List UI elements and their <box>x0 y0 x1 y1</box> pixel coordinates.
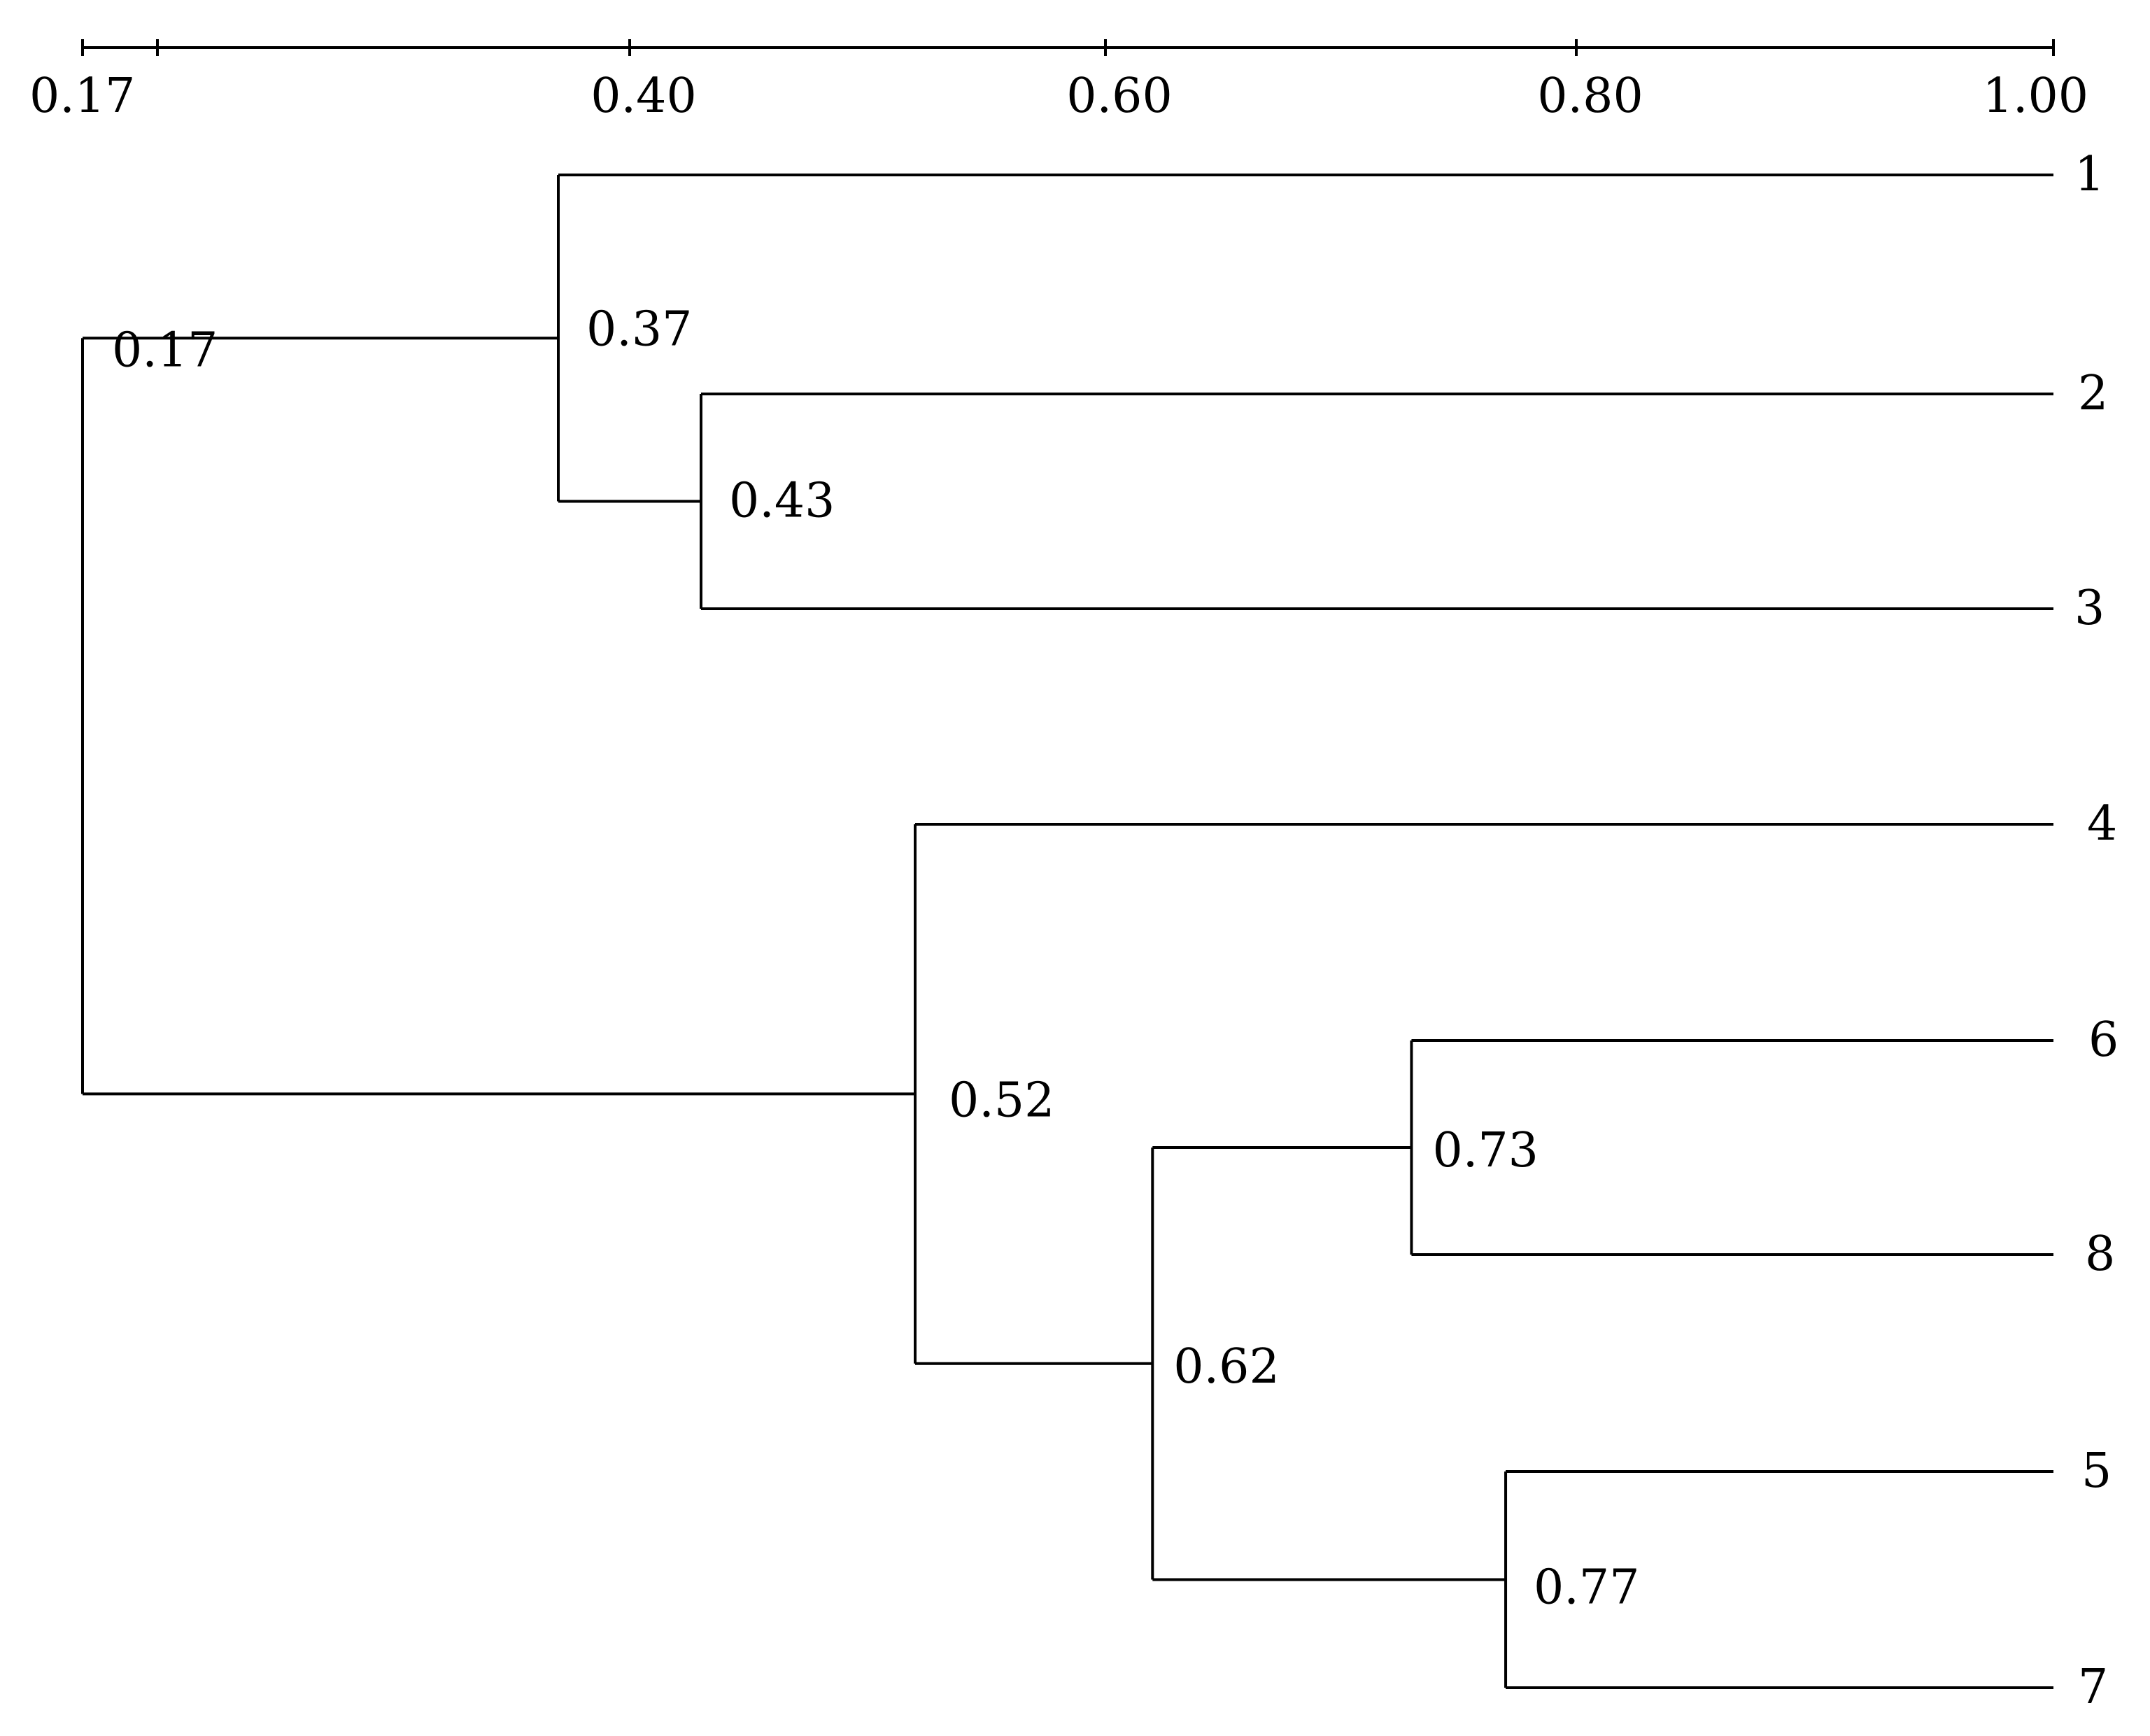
merge-similarity-label: 0.17 <box>112 323 218 378</box>
axis-tick-label: 0.80 <box>1537 69 1643 124</box>
leaf-label-6: 6 <box>2088 1012 2119 1068</box>
axis-tick-label: 1.00 <box>1983 69 2088 124</box>
leaf-label-4: 4 <box>2087 796 2117 852</box>
similarity-axis <box>83 39 2053 56</box>
leaf-labels: 1 2 3 4 6 8 5 7 <box>2074 147 2119 1715</box>
merge-similarity-label: 0.77 <box>1534 1560 1639 1616</box>
axis-ticks: 0.17 0.40 0.60 0.80 1.00 <box>29 39 2088 124</box>
merge-similarity-label: 0.52 <box>949 1073 1054 1128</box>
merge-similarity-label: 0.43 <box>729 474 835 529</box>
leaf-label-5: 5 <box>2081 1444 2112 1499</box>
leaf-label-1: 1 <box>2074 147 2105 202</box>
leaf-label-7: 7 <box>2078 1660 2108 1715</box>
merge-similarity-label: 0.62 <box>1173 1339 1279 1395</box>
axis-tick-label: 0.40 <box>590 69 696 124</box>
merge-similarity-label: 0.37 <box>586 302 692 357</box>
leaf-label-3: 3 <box>2074 581 2105 636</box>
axis-tick-label: 0.60 <box>1066 69 1172 124</box>
axis-tick-label: 0.17 <box>29 69 135 124</box>
tree-branches <box>81 174 2053 1689</box>
leaf-label-8: 8 <box>2085 1227 2115 1282</box>
node-labels: 0.43 0.37 0.73 0.77 0.62 0.52 0.17 <box>112 302 1639 1615</box>
leaf-label-2: 2 <box>2078 366 2108 421</box>
merge-similarity-label: 0.73 <box>1432 1123 1538 1178</box>
